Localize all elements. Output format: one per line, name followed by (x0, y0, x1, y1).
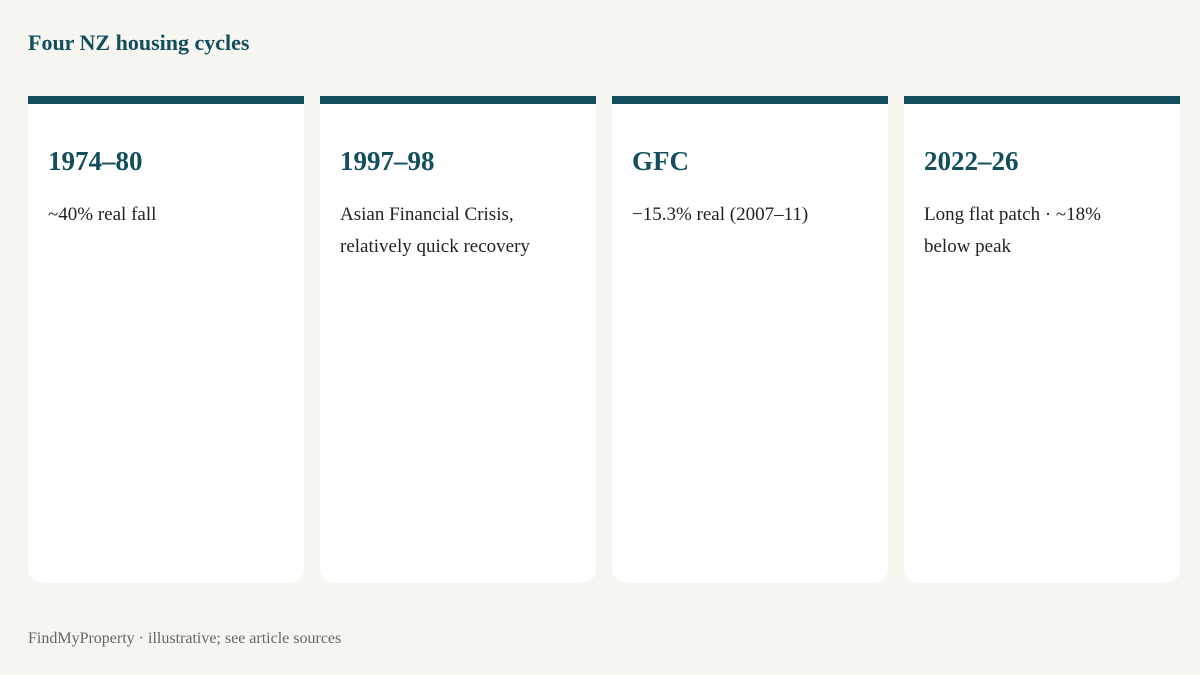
card-title: 1997–98 (340, 146, 435, 176)
card-row: 1974–80 ~40% real fall 1997–98 Asian Financ… (28, 96, 1180, 583)
card-title: 1974–80 (48, 146, 143, 176)
card-title: GFC (632, 146, 689, 176)
card-text: Asian Financial Crisis, relatively quick… (340, 204, 530, 257)
title: Four NZ housing cycles (28, 30, 250, 55)
card-text: −15.3% real (2007–11) (632, 204, 809, 225)
footer: FindMyProperty · illustrative; see artic… (28, 630, 342, 647)
card-text: Long flat patch · ~18% below peak (924, 204, 1102, 257)
card: 1997–98 Asian Financial Crisis, relativel… (320, 96, 596, 583)
card: 1974–80 ~40% real fall (28, 96, 304, 583)
card-text: ~40% real fall (48, 204, 157, 225)
card: GFC −15.3% real (2007–11) (612, 96, 888, 583)
card: 2022–26 Long flat patch · ~18% below peak (904, 96, 1180, 583)
card-title: 2022–26 (924, 146, 1019, 176)
